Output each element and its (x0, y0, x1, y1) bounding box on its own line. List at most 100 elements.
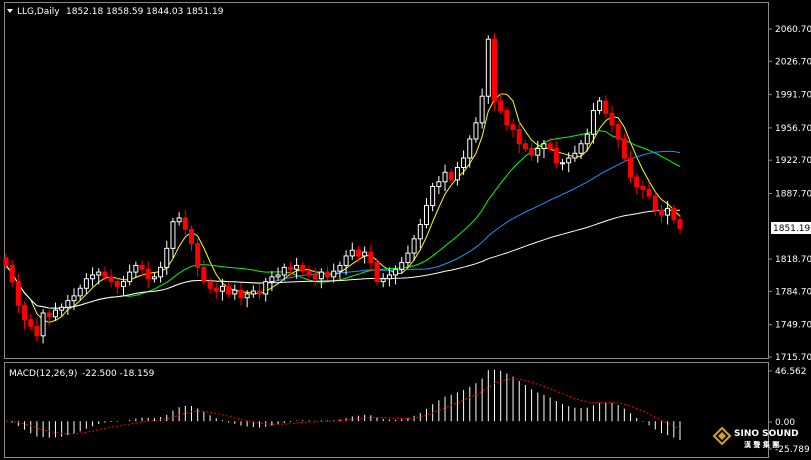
price-tick-label: 1749.70 (775, 321, 811, 331)
candlestick (529, 142, 535, 161)
macd-label: MACD(12,26,9) (9, 369, 77, 379)
candle-body (90, 274, 96, 280)
candlestick (294, 257, 300, 279)
candlestick (547, 138, 553, 153)
candle-body (164, 247, 170, 268)
candle-body (504, 109, 510, 126)
candle-body (430, 186, 436, 207)
candle-body (46, 312, 52, 318)
candle-body (201, 266, 207, 283)
candlestick (374, 258, 380, 286)
candlestick (325, 266, 331, 281)
candle-body (615, 124, 621, 140)
candle-body (349, 249, 355, 257)
candlestick (232, 284, 238, 300)
candle-body (59, 306, 65, 311)
candlestick (102, 266, 108, 281)
candlestick (491, 33, 497, 111)
macd-tick-label: -25.789 (775, 445, 810, 455)
candlestick (269, 271, 275, 292)
candle-body (603, 100, 609, 114)
price-axis: 2060.70 2026.70 1991.70 1956.70 1922.70 1887.… (768, 25, 811, 455)
candlestick (71, 288, 77, 311)
candle-body (158, 266, 164, 278)
candle-body (479, 95, 485, 124)
svg-text:漢 聲 集 團: 漢 聲 集 團 (744, 440, 779, 449)
candle-body (547, 143, 553, 150)
candle-body (127, 271, 133, 283)
candle-body (491, 38, 497, 102)
candle-body (529, 148, 535, 156)
moving-averages (5, 93, 681, 323)
candle-body (102, 271, 108, 278)
candle-body (590, 109, 596, 135)
candle-body (195, 243, 201, 268)
candlestick (90, 267, 96, 287)
candlestick (504, 106, 510, 131)
candlestick (362, 246, 368, 264)
macd-signal-line (5, 378, 681, 435)
candle-body (442, 171, 448, 183)
candlestick (355, 246, 361, 262)
candlestick (566, 152, 572, 173)
chart-menu-triangle-icon[interactable] (7, 9, 13, 13)
candle-body (219, 285, 225, 292)
candle-body (405, 252, 411, 264)
candlestick (133, 261, 139, 278)
candlestick (250, 285, 256, 298)
candle-body (281, 266, 287, 276)
candlestick (170, 217, 176, 258)
candlestick (461, 150, 467, 176)
candlestick (219, 278, 225, 301)
candlestick (479, 88, 485, 129)
candle-body (114, 281, 120, 287)
candle-body (553, 148, 559, 164)
candlestick (516, 121, 522, 154)
candlestick (597, 97, 603, 115)
candle-body (9, 264, 15, 283)
ma-mid-line (5, 130, 681, 309)
candle-body (368, 251, 374, 264)
candle-body (71, 295, 77, 302)
candlestick (65, 294, 71, 315)
candle-body (541, 143, 547, 150)
candle-body (170, 221, 176, 249)
candle-body (331, 270, 337, 278)
candle-body (269, 276, 275, 283)
candlestick (96, 268, 102, 285)
candle-body (226, 285, 232, 295)
candle-body (257, 290, 263, 295)
candle-body (399, 262, 405, 270)
candle-body (467, 138, 473, 159)
candle-body (65, 300, 71, 308)
price-tick-label: 1991.70 (775, 91, 811, 101)
candlestick (34, 318, 40, 342)
svg-text:1851.19: 1851.19 (773, 224, 810, 234)
candle-body (22, 304, 28, 321)
macd-tick-label: 46.562 (775, 367, 807, 377)
candlestick (244, 290, 250, 308)
candle-body (454, 167, 460, 181)
candle-body (516, 128, 522, 145)
candle-body (182, 217, 188, 230)
candlestick (553, 140, 559, 169)
chart-symbol-label: LLG,Daily (17, 7, 60, 17)
candlestick (287, 261, 293, 277)
candlestick (40, 309, 46, 344)
candlestick (535, 140, 541, 163)
candlestick (207, 277, 213, 294)
candle-body (15, 281, 21, 306)
macd-values: -22.500 -18.159 (82, 369, 155, 379)
candlestick (312, 267, 318, 287)
candlestick (182, 210, 188, 236)
candle-body (646, 188, 652, 197)
candle-body (83, 278, 89, 289)
main-chart-frame (4, 2, 769, 359)
candle-body (535, 148, 541, 156)
candlestick (393, 265, 399, 285)
candlestick (442, 164, 448, 192)
candle-body (560, 162, 566, 165)
candlestick (22, 301, 28, 330)
candle-body (510, 124, 516, 130)
